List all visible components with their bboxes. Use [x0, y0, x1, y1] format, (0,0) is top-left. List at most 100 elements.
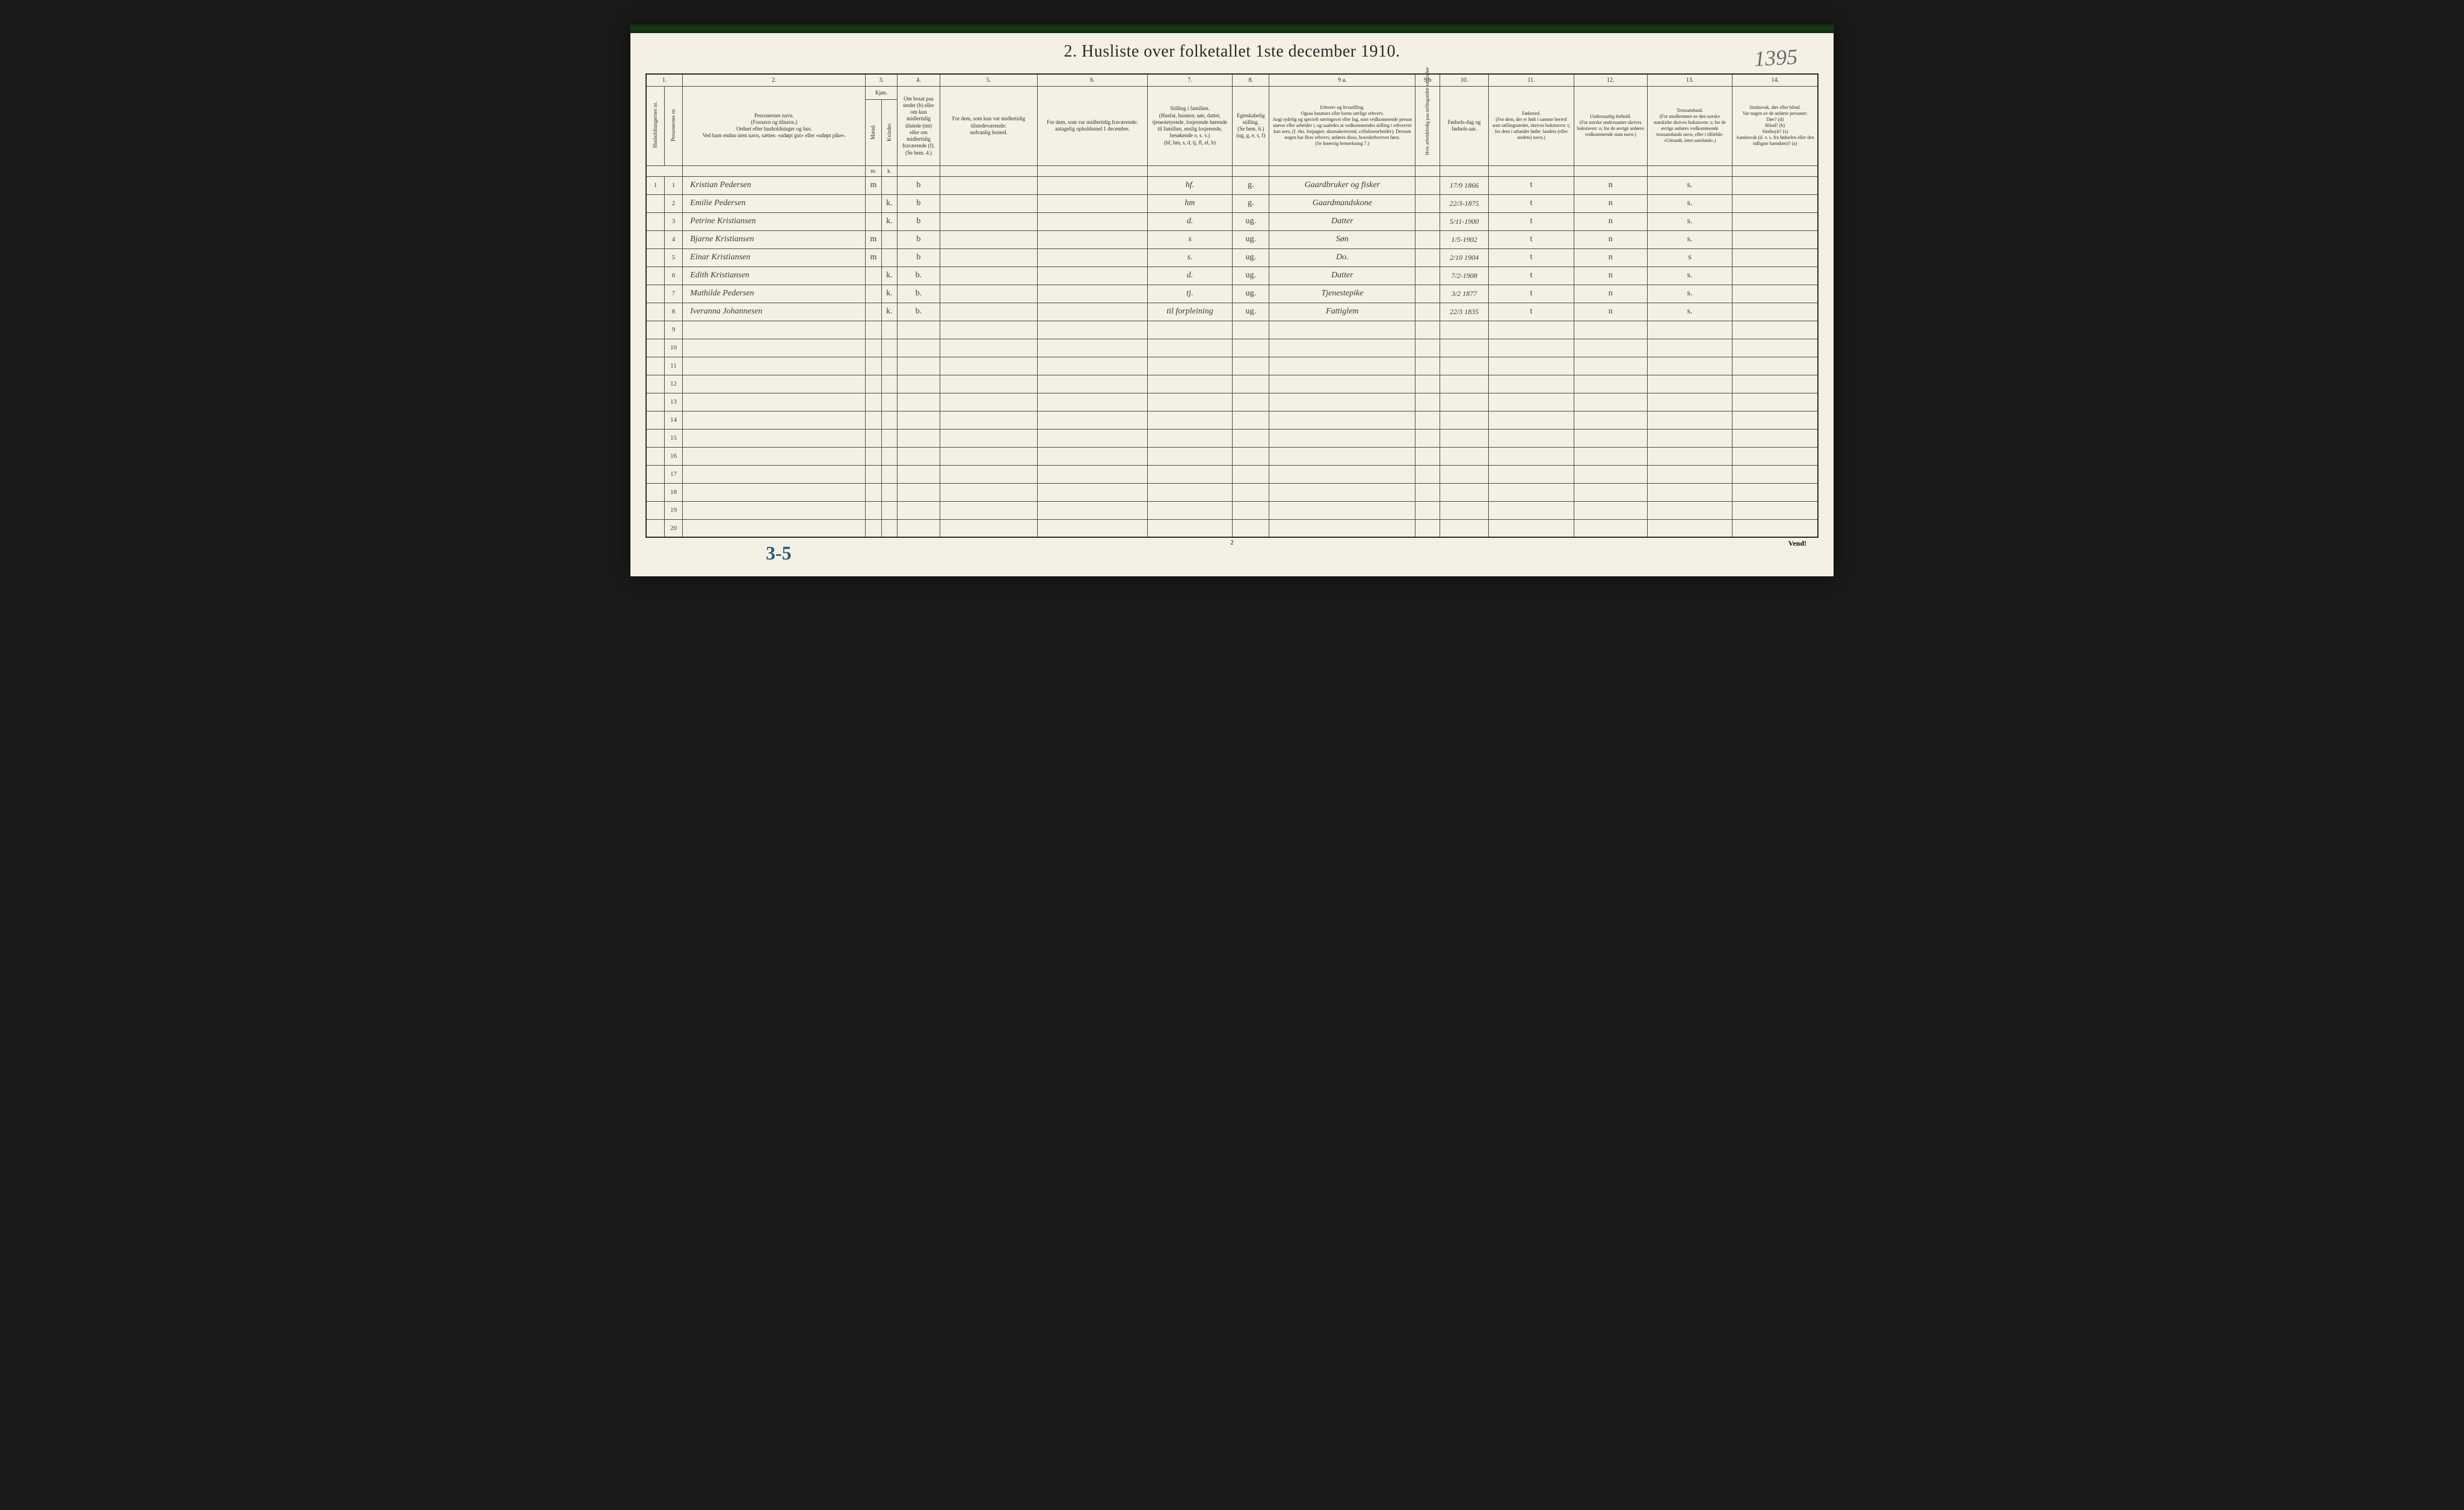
household-num	[646, 212, 664, 230]
religion	[1647, 483, 1732, 501]
presence	[897, 375, 940, 393]
census-page: 1395 2. Husliste over folketallet 1ste d…	[630, 24, 1834, 576]
presence	[897, 393, 940, 411]
occupation: Fattiglem	[1269, 303, 1415, 321]
sex-male	[866, 375, 881, 393]
table-row-empty: 20	[646, 519, 1818, 537]
unemployed	[1415, 176, 1440, 194]
household-num	[646, 357, 664, 375]
table-row: 4 Bjarne Kristiansen m b s ug. Søn 1/5-1…	[646, 230, 1818, 248]
marital-status	[1233, 375, 1269, 393]
table-row-empty: 18	[646, 483, 1818, 501]
household-num	[646, 393, 664, 411]
sex-male: m	[866, 248, 881, 267]
religion	[1647, 447, 1732, 465]
family-position	[1147, 393, 1233, 411]
religion: s.	[1647, 212, 1732, 230]
person-num: 3	[664, 212, 682, 230]
person-num: 17	[664, 465, 682, 483]
sex-male	[866, 393, 881, 411]
unemployed	[1415, 248, 1440, 267]
person-name	[683, 447, 866, 465]
household-num	[646, 501, 664, 519]
hdr-col11: Fødested. (For dem, der er født i samme …	[1489, 86, 1574, 165]
person-num: 7	[664, 285, 682, 303]
presence	[897, 465, 940, 483]
occupation	[1269, 519, 1415, 537]
table-row: 2 Emilie Pedersen k. b hm g. Gaardmandsk…	[646, 194, 1818, 212]
table-row-empty: 9	[646, 321, 1818, 339]
person-name	[683, 483, 866, 501]
occupation: Søn	[1269, 230, 1415, 248]
whereabouts	[1038, 519, 1147, 537]
nationality	[1574, 501, 1647, 519]
colnum-10: 10.	[1440, 74, 1488, 86]
occupation	[1269, 483, 1415, 501]
unemployed	[1415, 411, 1440, 429]
marital-status	[1233, 357, 1269, 375]
presence: b	[897, 194, 940, 212]
family-position	[1147, 483, 1233, 501]
table-row: 6 Edith Kristiansen k. b. d. ug. Datter …	[646, 267, 1818, 285]
sex-female: k.	[881, 212, 897, 230]
sub-blank-10	[1440, 165, 1488, 176]
sex-female	[881, 483, 897, 501]
family-position	[1147, 339, 1233, 357]
religion	[1647, 429, 1732, 447]
family-position: tj.	[1147, 285, 1233, 303]
religion: s.	[1647, 285, 1732, 303]
person-num: 11	[664, 357, 682, 375]
family-position	[1147, 375, 1233, 393]
whereabouts	[1038, 411, 1147, 429]
family-position	[1147, 411, 1233, 429]
disability	[1732, 447, 1818, 465]
nationality: n	[1574, 267, 1647, 285]
birthdate: 17/9 1866	[1440, 176, 1488, 194]
person-name: Iveranna Johannesen	[683, 303, 866, 321]
sub-blank-1	[646, 165, 683, 176]
colnum-4: 4.	[897, 74, 940, 86]
birthplace	[1489, 483, 1574, 501]
birthdate	[1440, 321, 1488, 339]
sex-female	[881, 230, 897, 248]
birthplace	[1489, 357, 1574, 375]
disability	[1732, 339, 1818, 357]
person-name: Petrine Kristiansen	[683, 212, 866, 230]
whereabouts	[1038, 393, 1147, 411]
birthplace	[1489, 465, 1574, 483]
sex-male	[866, 501, 881, 519]
sex-female	[881, 176, 897, 194]
nationality	[1574, 357, 1647, 375]
nationality	[1574, 393, 1647, 411]
hdr-col3b: Kvinder.	[886, 108, 893, 156]
occupation: Datter	[1269, 267, 1415, 285]
sex-female	[881, 447, 897, 465]
birthdate: 22/3-1875	[1440, 194, 1488, 212]
usual-residence	[940, 483, 1037, 501]
birthplace: t	[1489, 248, 1574, 267]
whereabouts	[1038, 248, 1147, 267]
whereabouts	[1038, 176, 1147, 194]
hdr-col14: Sindssvak, døv eller blind. Var nogen av…	[1732, 86, 1818, 165]
presence	[897, 483, 940, 501]
family-position	[1147, 501, 1233, 519]
presence: b.	[897, 303, 940, 321]
table-row-empty: 17	[646, 465, 1818, 483]
household-num	[646, 483, 664, 501]
family-position	[1147, 447, 1233, 465]
table-header: 1. 2. 3. 4. 5. 6. 7. 8. 9 a. 9 b 10. 11.…	[646, 74, 1818, 176]
religion: s.	[1647, 194, 1732, 212]
sub-blank-5	[940, 165, 1037, 176]
household-num	[646, 411, 664, 429]
person-num: 19	[664, 501, 682, 519]
occupation: Tjenestepike	[1269, 285, 1415, 303]
table-row-empty: 11	[646, 357, 1818, 375]
religion	[1647, 321, 1732, 339]
census-table: 1. 2. 3. 4. 5. 6. 7. 8. 9 a. 9 b 10. 11.…	[645, 73, 1819, 538]
presence	[897, 501, 940, 519]
birthplace	[1489, 375, 1574, 393]
marital-status	[1233, 393, 1269, 411]
person-num: 13	[664, 393, 682, 411]
person-name	[683, 393, 866, 411]
presence	[897, 447, 940, 465]
